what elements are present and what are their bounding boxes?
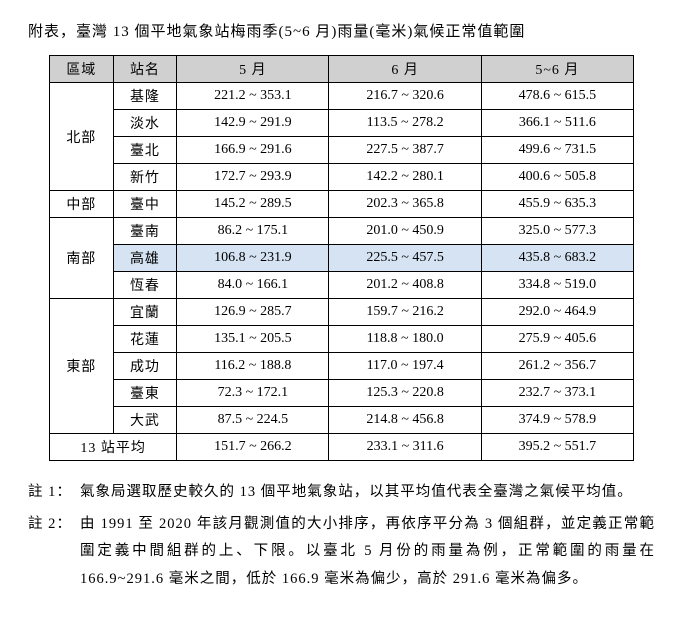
value-cell: 325.0 ~ 577.3	[481, 218, 633, 245]
value-cell: 216.7 ~ 320.6	[329, 83, 481, 110]
value-cell: 117.0 ~ 197.4	[329, 353, 481, 380]
value-cell: 455.9 ~ 635.3	[481, 191, 633, 218]
table-row: 南部臺南86.2 ~ 175.1201.0 ~ 450.9325.0 ~ 577…	[50, 218, 634, 245]
average-label: 13 站平均	[50, 434, 177, 461]
note-label: 註 2：	[28, 511, 80, 594]
value-cell: 214.8 ~ 456.8	[329, 407, 481, 434]
region-cell: 東部	[50, 299, 114, 434]
value-cell: 142.2 ~ 280.1	[329, 164, 481, 191]
value-cell: 166.9 ~ 291.6	[177, 137, 329, 164]
value-cell: 87.5 ~ 224.5	[177, 407, 329, 434]
station-cell: 高雄	[113, 245, 177, 272]
hdr-mayjun: 5~6 月	[481, 56, 633, 83]
station-cell: 淡水	[113, 110, 177, 137]
value-cell: 118.8 ~ 180.0	[329, 326, 481, 353]
table-row: 成功116.2 ~ 188.8117.0 ~ 197.4261.2 ~ 356.…	[50, 353, 634, 380]
station-cell: 臺南	[113, 218, 177, 245]
value-cell: 159.7 ~ 216.2	[329, 299, 481, 326]
hdr-region: 區域	[50, 56, 114, 83]
value-cell: 400.6 ~ 505.8	[481, 164, 633, 191]
station-cell: 花蓮	[113, 326, 177, 353]
table-row: 大武87.5 ~ 224.5214.8 ~ 456.8374.9 ~ 578.9	[50, 407, 634, 434]
value-cell: 201.0 ~ 450.9	[329, 218, 481, 245]
value-cell: 275.9 ~ 405.6	[481, 326, 633, 353]
value-cell: 334.8 ~ 519.0	[481, 272, 633, 299]
value-cell: 172.7 ~ 293.9	[177, 164, 329, 191]
value-cell: 478.6 ~ 615.5	[481, 83, 633, 110]
value-cell: 221.2 ~ 353.1	[177, 83, 329, 110]
value-cell: 233.1 ~ 311.6	[329, 434, 481, 461]
value-cell: 142.9 ~ 291.9	[177, 110, 329, 137]
region-cell: 南部	[50, 218, 114, 299]
station-cell: 臺東	[113, 380, 177, 407]
region-cell: 中部	[50, 191, 114, 218]
table-row: 中部臺中145.2 ~ 289.5202.3 ~ 365.8455.9 ~ 63…	[50, 191, 634, 218]
value-cell: 374.9 ~ 578.9	[481, 407, 633, 434]
station-cell: 臺北	[113, 137, 177, 164]
value-cell: 227.5 ~ 387.7	[329, 137, 481, 164]
value-cell: 292.0 ~ 464.9	[481, 299, 633, 326]
value-cell: 72.3 ~ 172.1	[177, 380, 329, 407]
table-row: 花蓮135.1 ~ 205.5118.8 ~ 180.0275.9 ~ 405.…	[50, 326, 634, 353]
region-cell: 北部	[50, 83, 114, 191]
value-cell: 499.6 ~ 731.5	[481, 137, 633, 164]
value-cell: 86.2 ~ 175.1	[177, 218, 329, 245]
table-row: 淡水142.9 ~ 291.9113.5 ~ 278.2366.1 ~ 511.…	[50, 110, 634, 137]
value-cell: 261.2 ~ 356.7	[481, 353, 633, 380]
table-row: 高雄106.8 ~ 231.9225.5 ~ 457.5435.8 ~ 683.…	[50, 245, 634, 272]
value-cell: 202.3 ~ 365.8	[329, 191, 481, 218]
table-row: 新竹172.7 ~ 293.9142.2 ~ 280.1400.6 ~ 505.…	[50, 164, 634, 191]
table-row: 東部宜蘭126.9 ~ 285.7159.7 ~ 216.2292.0 ~ 46…	[50, 299, 634, 326]
hdr-jun: 6 月	[329, 56, 481, 83]
table-row-average: 13 站平均151.7 ~ 266.2233.1 ~ 311.6395.2 ~ …	[50, 434, 634, 461]
value-cell: 125.3 ~ 220.8	[329, 380, 481, 407]
value-cell: 135.1 ~ 205.5	[177, 326, 329, 353]
station-cell: 臺中	[113, 191, 177, 218]
page-title: 附表，臺灣 13 個平地氣象站梅雨季(5~6 月)雨量(毫米)氣候正常值範圍	[28, 20, 655, 41]
value-cell: 106.8 ~ 231.9	[177, 245, 329, 272]
hdr-may: 5 月	[177, 56, 329, 83]
value-cell: 151.7 ~ 266.2	[177, 434, 329, 461]
note-label: 註 1：	[28, 479, 80, 507]
value-cell: 113.5 ~ 278.2	[329, 110, 481, 137]
value-cell: 225.5 ~ 457.5	[329, 245, 481, 272]
table-row: 臺北166.9 ~ 291.6227.5 ~ 387.7499.6 ~ 731.…	[50, 137, 634, 164]
value-cell: 232.7 ~ 373.1	[481, 380, 633, 407]
station-cell: 新竹	[113, 164, 177, 191]
station-cell: 成功	[113, 353, 177, 380]
notes-section: 註 1：氣象局選取歷史較久的 13 個平地氣象站，以其平均值代表全臺灣之氣候平均…	[28, 479, 655, 593]
value-cell: 116.2 ~ 188.8	[177, 353, 329, 380]
station-cell: 大武	[113, 407, 177, 434]
value-cell: 84.0 ~ 166.1	[177, 272, 329, 299]
station-cell: 恆春	[113, 272, 177, 299]
note-body: 氣象局選取歷史較久的 13 個平地氣象站，以其平均值代表全臺灣之氣候平均值。	[80, 479, 655, 507]
table-row: 恆春84.0 ~ 166.1201.2 ~ 408.8334.8 ~ 519.0	[50, 272, 634, 299]
table-header-row: 區域 站名 5 月 6 月 5~6 月	[50, 56, 634, 83]
note-row: 註 1：氣象局選取歷史較久的 13 個平地氣象站，以其平均值代表全臺灣之氣候平均…	[28, 479, 655, 507]
table-row: 北部基隆221.2 ~ 353.1216.7 ~ 320.6478.6 ~ 61…	[50, 83, 634, 110]
station-cell: 基隆	[113, 83, 177, 110]
hdr-station: 站名	[113, 56, 177, 83]
rainfall-table: 區域 站名 5 月 6 月 5~6 月 北部基隆221.2 ~ 353.1216…	[49, 55, 634, 461]
note-row: 註 2：由 1991 至 2020 年該月觀測值的大小排序，再依序平分為 3 個…	[28, 511, 655, 594]
note-body: 由 1991 至 2020 年該月觀測值的大小排序，再依序平分為 3 個組群，並…	[80, 511, 655, 594]
value-cell: 145.2 ~ 289.5	[177, 191, 329, 218]
station-cell: 宜蘭	[113, 299, 177, 326]
value-cell: 435.8 ~ 683.2	[481, 245, 633, 272]
value-cell: 126.9 ~ 285.7	[177, 299, 329, 326]
value-cell: 201.2 ~ 408.8	[329, 272, 481, 299]
value-cell: 395.2 ~ 551.7	[481, 434, 633, 461]
value-cell: 366.1 ~ 511.6	[481, 110, 633, 137]
table-row: 臺東72.3 ~ 172.1125.3 ~ 220.8232.7 ~ 373.1	[50, 380, 634, 407]
